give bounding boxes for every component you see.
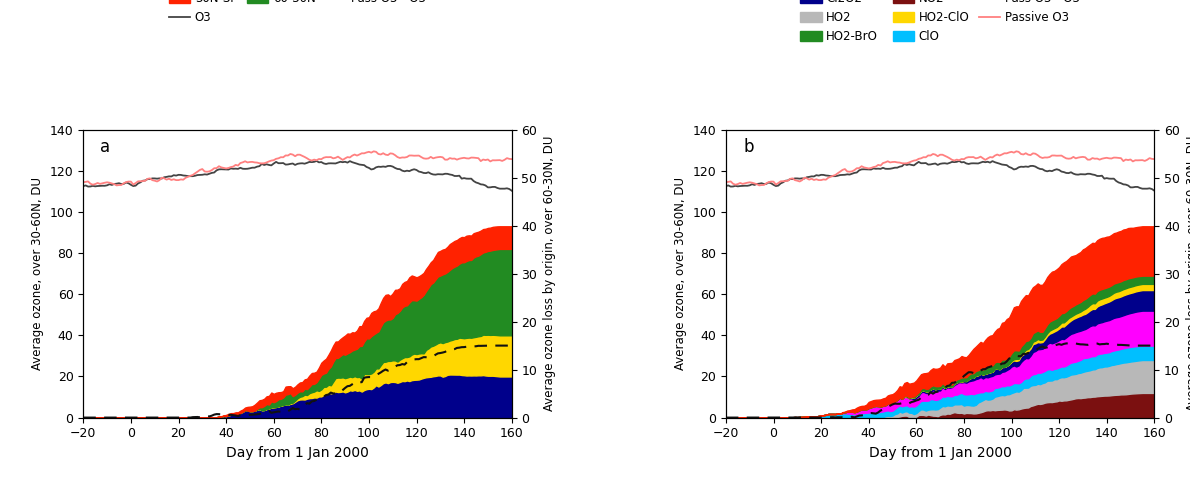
X-axis label: Day from 1 Jan 2000: Day from 1 Jan 2000 — [226, 446, 369, 460]
Y-axis label: Average ozone loss by origin, over 60-30N, DU: Average ozone loss by origin, over 60-30… — [1185, 136, 1190, 411]
Legend: Total Loss, Cl2O2, HO2, HO2-BrO, ClO-BrO, NO2, HO2-ClO, ClO, O3, Pass O3 - O3, P: Total Loss, Cl2O2, HO2, HO2-BrO, ClO-BrO… — [796, 0, 1084, 48]
Y-axis label: Average ozone, over 30-60N, DU: Average ozone, over 30-60N, DU — [31, 177, 44, 370]
Text: a: a — [100, 138, 111, 156]
Text: b: b — [743, 138, 753, 156]
X-axis label: Day from 1 Jan 2000: Day from 1 Jan 2000 — [869, 446, 1011, 460]
Legend: 90-70N, 30N-SP, O3, 70-60N, 60-30N, Passive O3, Pass O3 - O3: 90-70N, 30N-SP, O3, 70-60N, 60-30N, Pass… — [164, 0, 431, 29]
Y-axis label: Average ozone loss by origin, over 60-30N, DU: Average ozone loss by origin, over 60-30… — [543, 136, 556, 411]
Y-axis label: Average ozone, over 30-60N, DU: Average ozone, over 30-60N, DU — [674, 177, 687, 370]
